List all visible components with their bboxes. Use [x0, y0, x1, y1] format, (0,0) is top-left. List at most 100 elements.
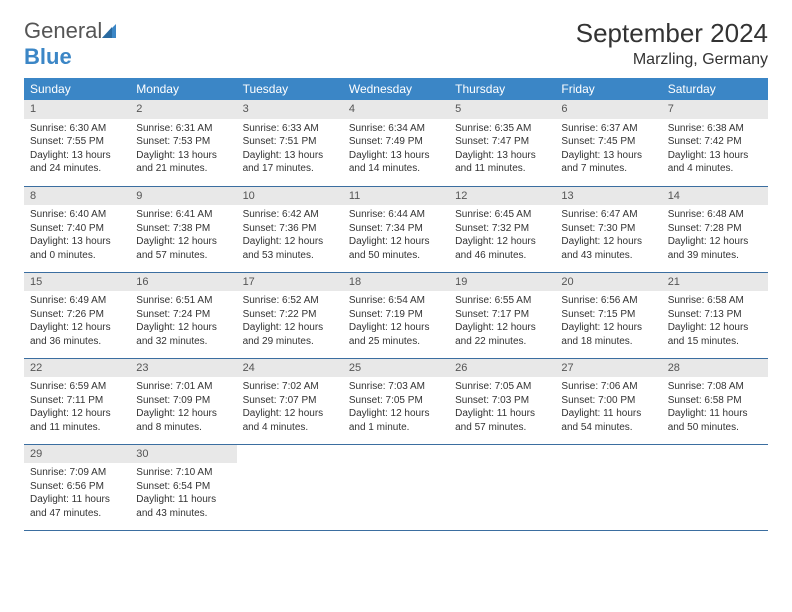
calendar-week: 8Sunrise: 6:40 AMSunset: 7:40 PMDaylight…	[24, 186, 768, 272]
day-detail-line: Sunrise: 7:03 AM	[349, 380, 443, 394]
day-detail-line: and 43 minutes.	[561, 249, 655, 263]
day-details: Sunrise: 7:08 AMSunset: 6:58 PMDaylight:…	[662, 377, 768, 440]
day-detail-line: Daylight: 13 hours	[455, 149, 549, 163]
logo-text: GeneralBlue	[24, 18, 120, 70]
day-detail-line: Sunset: 7:26 PM	[30, 308, 124, 322]
calendar-week: 22Sunrise: 6:59 AMSunset: 7:11 PMDayligh…	[24, 358, 768, 444]
day-details: Sunrise: 6:31 AMSunset: 7:53 PMDaylight:…	[130, 119, 236, 182]
day-detail-line: Sunset: 7:47 PM	[455, 135, 549, 149]
day-detail-line: Sunset: 7:11 PM	[30, 394, 124, 408]
day-detail-line: Daylight: 13 hours	[349, 149, 443, 163]
day-detail-line: Sunrise: 6:56 AM	[561, 294, 655, 308]
day-detail-line: Sunset: 6:54 PM	[136, 480, 230, 494]
day-detail-line: Sunset: 7:53 PM	[136, 135, 230, 149]
day-detail-line: Sunrise: 6:48 AM	[668, 208, 762, 222]
day-number: 7	[662, 100, 768, 119]
day-detail-line: and 4 minutes.	[668, 162, 762, 176]
day-details: Sunrise: 6:34 AMSunset: 7:49 PMDaylight:…	[343, 119, 449, 182]
sail-icon	[102, 18, 120, 44]
day-detail-line: Sunset: 7:05 PM	[349, 394, 443, 408]
day-details: Sunrise: 6:52 AMSunset: 7:22 PMDaylight:…	[237, 291, 343, 354]
day-detail-line: Sunrise: 6:55 AM	[455, 294, 549, 308]
day-details: Sunrise: 6:35 AMSunset: 7:47 PMDaylight:…	[449, 119, 555, 182]
day-detail-line: and 14 minutes.	[349, 162, 443, 176]
calendar-day-cell: 12Sunrise: 6:45 AMSunset: 7:32 PMDayligh…	[449, 186, 555, 272]
day-number: 2	[130, 100, 236, 119]
day-detail-line: Sunrise: 6:38 AM	[668, 122, 762, 136]
calendar-day-cell: 4Sunrise: 6:34 AMSunset: 7:49 PMDaylight…	[343, 100, 449, 186]
calendar-week: 29Sunrise: 7:09 AMSunset: 6:56 PMDayligh…	[24, 444, 768, 530]
calendar-day-cell: 19Sunrise: 6:55 AMSunset: 7:17 PMDayligh…	[449, 272, 555, 358]
day-number: 28	[662, 359, 768, 378]
day-number: 26	[449, 359, 555, 378]
day-detail-line: and 36 minutes.	[30, 335, 124, 349]
day-detail-line: Daylight: 12 hours	[349, 321, 443, 335]
day-detail-line: Sunrise: 6:52 AM	[243, 294, 337, 308]
day-detail-line: Sunset: 7:15 PM	[561, 308, 655, 322]
calendar-day-cell: 6Sunrise: 6:37 AMSunset: 7:45 PMDaylight…	[555, 100, 661, 186]
day-detail-line: Daylight: 12 hours	[243, 321, 337, 335]
day-number: 10	[237, 187, 343, 206]
calendar-day-cell: 16Sunrise: 6:51 AMSunset: 7:24 PMDayligh…	[130, 272, 236, 358]
day-detail-line: Sunrise: 7:09 AM	[30, 466, 124, 480]
calendar-day-cell: 21Sunrise: 6:58 AMSunset: 7:13 PMDayligh…	[662, 272, 768, 358]
day-detail-line: and 17 minutes.	[243, 162, 337, 176]
day-number: 24	[237, 359, 343, 378]
day-detail-line: Sunset: 7:42 PM	[668, 135, 762, 149]
day-number: 29	[24, 445, 130, 464]
day-header: Sunday	[24, 78, 130, 100]
day-detail-line: and 57 minutes.	[455, 421, 549, 435]
page-title: September 2024	[576, 18, 768, 49]
day-detail-line: Daylight: 11 hours	[136, 493, 230, 507]
calendar-day-cell: 28Sunrise: 7:08 AMSunset: 6:58 PMDayligh…	[662, 358, 768, 444]
day-number: 16	[130, 273, 236, 292]
day-details: Sunrise: 6:48 AMSunset: 7:28 PMDaylight:…	[662, 205, 768, 268]
day-detail-line: Sunrise: 6:37 AM	[561, 122, 655, 136]
day-detail-line: Sunset: 7:51 PM	[243, 135, 337, 149]
day-detail-line: Sunset: 7:22 PM	[243, 308, 337, 322]
day-number: 4	[343, 100, 449, 119]
day-detail-line: Sunrise: 6:42 AM	[243, 208, 337, 222]
day-details: Sunrise: 6:30 AMSunset: 7:55 PMDaylight:…	[24, 119, 130, 182]
calendar-day-cell: 22Sunrise: 6:59 AMSunset: 7:11 PMDayligh…	[24, 358, 130, 444]
day-detail-line: and 43 minutes.	[136, 507, 230, 521]
day-detail-line: Sunset: 7:30 PM	[561, 222, 655, 236]
day-detail-line: and 25 minutes.	[349, 335, 443, 349]
day-detail-line: and 50 minutes.	[668, 421, 762, 435]
day-header: Thursday	[449, 78, 555, 100]
day-detail-line: and 53 minutes.	[243, 249, 337, 263]
day-details: Sunrise: 6:47 AMSunset: 7:30 PMDaylight:…	[555, 205, 661, 268]
day-detail-line: Daylight: 11 hours	[455, 407, 549, 421]
day-detail-line: Daylight: 12 hours	[455, 321, 549, 335]
day-detail-line: and 32 minutes.	[136, 335, 230, 349]
logo-word-2: Blue	[24, 44, 72, 69]
day-detail-line: Sunset: 7:24 PM	[136, 308, 230, 322]
day-detail-line: and 18 minutes.	[561, 335, 655, 349]
day-detail-line: Daylight: 12 hours	[136, 321, 230, 335]
calendar-day-cell: 23Sunrise: 7:01 AMSunset: 7:09 PMDayligh…	[130, 358, 236, 444]
day-details: Sunrise: 6:33 AMSunset: 7:51 PMDaylight:…	[237, 119, 343, 182]
day-detail-line: Sunset: 7:40 PM	[30, 222, 124, 236]
calendar-day-cell: 8Sunrise: 6:40 AMSunset: 7:40 PMDaylight…	[24, 186, 130, 272]
day-details: Sunrise: 7:06 AMSunset: 7:00 PMDaylight:…	[555, 377, 661, 440]
day-detail-line: and 1 minute.	[349, 421, 443, 435]
day-details: Sunrise: 7:10 AMSunset: 6:54 PMDaylight:…	[130, 463, 236, 526]
day-detail-line: Daylight: 13 hours	[30, 149, 124, 163]
title-block: September 2024 Marzling, Germany	[576, 18, 768, 69]
day-detail-line: Daylight: 11 hours	[561, 407, 655, 421]
day-number: 30	[130, 445, 236, 464]
day-number: 13	[555, 187, 661, 206]
day-detail-line: and 0 minutes.	[30, 249, 124, 263]
day-detail-line: and 57 minutes.	[136, 249, 230, 263]
calendar-day-cell: 1Sunrise: 6:30 AMSunset: 7:55 PMDaylight…	[24, 100, 130, 186]
day-detail-line: Sunset: 7:13 PM	[668, 308, 762, 322]
day-number: 6	[555, 100, 661, 119]
calendar-day-cell: 18Sunrise: 6:54 AMSunset: 7:19 PMDayligh…	[343, 272, 449, 358]
calendar-table: SundayMondayTuesdayWednesdayThursdayFrid…	[24, 78, 768, 531]
day-number: 22	[24, 359, 130, 378]
day-number: 8	[24, 187, 130, 206]
calendar-day-cell	[662, 444, 768, 530]
day-detail-line: Sunset: 7:28 PM	[668, 222, 762, 236]
day-detail-line: Daylight: 13 hours	[561, 149, 655, 163]
day-detail-line: Sunset: 7:55 PM	[30, 135, 124, 149]
